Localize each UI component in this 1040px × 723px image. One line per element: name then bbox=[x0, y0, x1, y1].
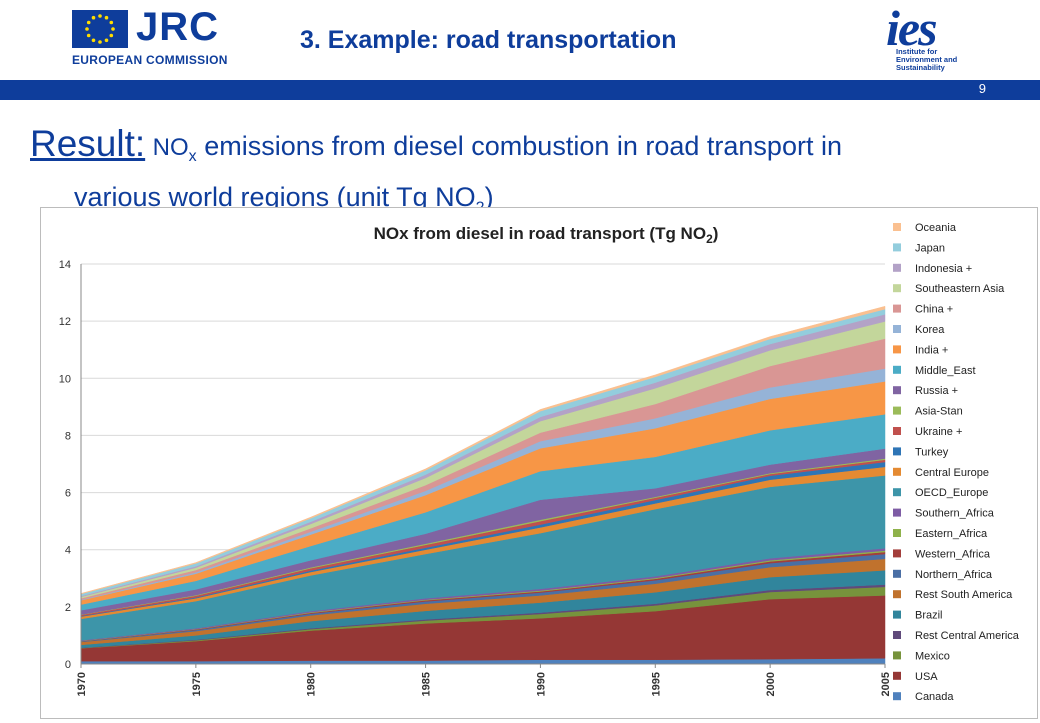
x-tick-label: 1985 bbox=[421, 672, 433, 696]
ies-logo: ies Institute for Environment and Sustai… bbox=[884, 2, 994, 76]
ies-line: Sustainability bbox=[896, 63, 945, 72]
legend-label: Middle_East bbox=[915, 365, 976, 377]
ies-logo-mark: ies bbox=[886, 0, 938, 56]
legend-swatch bbox=[893, 263, 901, 272]
legend-swatch bbox=[893, 223, 901, 231]
ies-line: Institute for bbox=[896, 47, 938, 56]
result-text-2-end: ) bbox=[484, 181, 494, 212]
legend-label: Mexico bbox=[915, 650, 950, 662]
result-label: Result: bbox=[30, 123, 146, 164]
legend-label: Oceania bbox=[915, 222, 957, 234]
legend-label: Turkey bbox=[915, 446, 949, 458]
legend-swatch bbox=[893, 671, 901, 680]
legend-label: Rest South America bbox=[915, 589, 1013, 601]
legend-swatch bbox=[893, 365, 901, 374]
legend-swatch bbox=[893, 406, 901, 415]
legend-swatch bbox=[893, 386, 901, 395]
result-line-2: various world regions (unit Tg NO2) bbox=[30, 177, 842, 228]
header-band: 9 bbox=[0, 80, 1040, 100]
legend-swatch bbox=[893, 243, 901, 252]
legend-label: Korea bbox=[915, 324, 945, 336]
legend-swatch bbox=[893, 467, 901, 476]
nox-text: NO bbox=[152, 134, 189, 161]
y-tick-label: 0 bbox=[65, 659, 71, 671]
legend-label: Asia-Stan bbox=[915, 406, 963, 418]
chart-title-end: ) bbox=[713, 224, 719, 243]
x-tick-label: 2005 bbox=[880, 672, 892, 696]
legend-label: Southeastern Asia bbox=[915, 283, 1005, 295]
y-tick-label: 4 bbox=[65, 545, 71, 557]
legend-label: Rest Central America bbox=[915, 630, 1020, 642]
legend-label: Western_Africa bbox=[915, 548, 991, 560]
legend-swatch bbox=[893, 549, 901, 558]
ies-logo-text: Institute for Environment and Sustainabi… bbox=[896, 48, 957, 72]
legend-swatch bbox=[893, 692, 901, 701]
legend-swatch bbox=[893, 610, 901, 619]
legend-swatch bbox=[893, 529, 901, 537]
y-tick-label: 14 bbox=[59, 259, 71, 271]
ies-line: Environment and bbox=[896, 55, 958, 64]
result-text: emissions from diesel combustion in road… bbox=[204, 131, 842, 161]
jrc-logo: JRC bbox=[136, 5, 220, 49]
chart-title-subscript: 2 bbox=[706, 232, 713, 246]
result-heading: Result: NOx emissions from diesel combus… bbox=[30, 124, 842, 228]
legend-swatch bbox=[893, 447, 901, 456]
legend-swatch bbox=[893, 651, 901, 660]
x-tick-label: 1995 bbox=[650, 672, 662, 696]
legend-label: Brazil bbox=[915, 610, 943, 622]
plot-area: 0 2 4 6 8 10 12 14 1970 1975 1980 1985 1990 1995 2000 2… bbox=[59, 259, 892, 696]
legend-label: USA bbox=[915, 671, 938, 683]
legend-swatch bbox=[893, 508, 901, 517]
x-tick-label: 1970 bbox=[76, 672, 88, 696]
chart-title-text: NOx from diesel in road transport (Tg NO bbox=[374, 224, 706, 243]
result-text-2: various world regions (unit Tg NO bbox=[74, 181, 476, 212]
x-tick-label: 2000 bbox=[765, 672, 777, 696]
y-tick-label: 2 bbox=[65, 602, 71, 614]
y-tick-label: 6 bbox=[65, 488, 71, 500]
legend-swatch bbox=[893, 284, 901, 293]
legend-swatch bbox=[893, 590, 901, 599]
nox-label: NOx bbox=[152, 134, 197, 165]
legend-label: Canada bbox=[915, 691, 954, 703]
x-tick-label: 1975 bbox=[191, 672, 203, 696]
legend-label: Northern_Africa bbox=[915, 569, 993, 581]
legend-label: OECD_Europe bbox=[915, 487, 988, 499]
legend-label: Eastern_Africa bbox=[915, 528, 988, 540]
y-tick-label: 12 bbox=[59, 316, 71, 328]
legend-label: India + bbox=[915, 344, 948, 356]
legend-swatch bbox=[893, 304, 901, 313]
legend-swatch bbox=[893, 569, 901, 578]
slide-title: 3. Example: road transportation bbox=[300, 26, 677, 54]
y-tick-label: 10 bbox=[59, 373, 71, 385]
y-tick-label: 8 bbox=[65, 430, 71, 442]
legend-label: Southern_Africa bbox=[915, 508, 995, 520]
legend-label: Russia + bbox=[915, 385, 958, 397]
legend-swatch bbox=[893, 325, 901, 333]
header: JRC EUROPEAN COMMISSION 3. Example: road… bbox=[0, 0, 1040, 80]
legend-label: Indonesia + bbox=[915, 263, 972, 275]
legend-label: Ukraine + bbox=[915, 426, 962, 438]
series-area-oceania bbox=[80, 305, 886, 595]
eu-flag-icon bbox=[72, 10, 128, 48]
legend-swatch bbox=[893, 427, 901, 435]
x-tick-label: 1990 bbox=[535, 672, 547, 696]
legend-swatch bbox=[893, 488, 901, 497]
result-line-1: Result: NOx emissions from diesel combus… bbox=[30, 124, 842, 177]
slide-number: 9 bbox=[978, 81, 986, 96]
stacked-area-chart: NOx from diesel in road transport (Tg NO… bbox=[59, 222, 1020, 703]
european-commission-label: EUROPEAN COMMISSION bbox=[72, 53, 228, 67]
chart-title: NOx from diesel in road transport (Tg NO… bbox=[374, 224, 719, 246]
legend-label: China + bbox=[915, 304, 953, 316]
nox-subscript: x bbox=[188, 147, 197, 165]
legend-swatch bbox=[893, 631, 901, 639]
x-tick-label: 1980 bbox=[306, 672, 318, 696]
legend-label: Central Europe bbox=[915, 467, 989, 479]
legend-label: Japan bbox=[915, 242, 945, 254]
legend-swatch bbox=[893, 345, 901, 354]
chart-legend: Oceania Japan Indonesia + Southeastern Asia… bbox=[893, 222, 1020, 703]
chart-container: NOx from diesel in road transport (Tg NO… bbox=[40, 207, 1038, 719]
